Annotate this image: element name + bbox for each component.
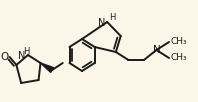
Text: H: H [109,13,115,23]
Text: N: N [153,45,160,55]
Polygon shape [41,63,53,72]
Text: CH₃: CH₃ [171,38,188,47]
Text: H: H [23,47,29,55]
Text: CH₃: CH₃ [171,54,188,63]
Text: N: N [18,51,26,61]
Text: N: N [98,18,105,28]
Text: O: O [0,52,9,62]
